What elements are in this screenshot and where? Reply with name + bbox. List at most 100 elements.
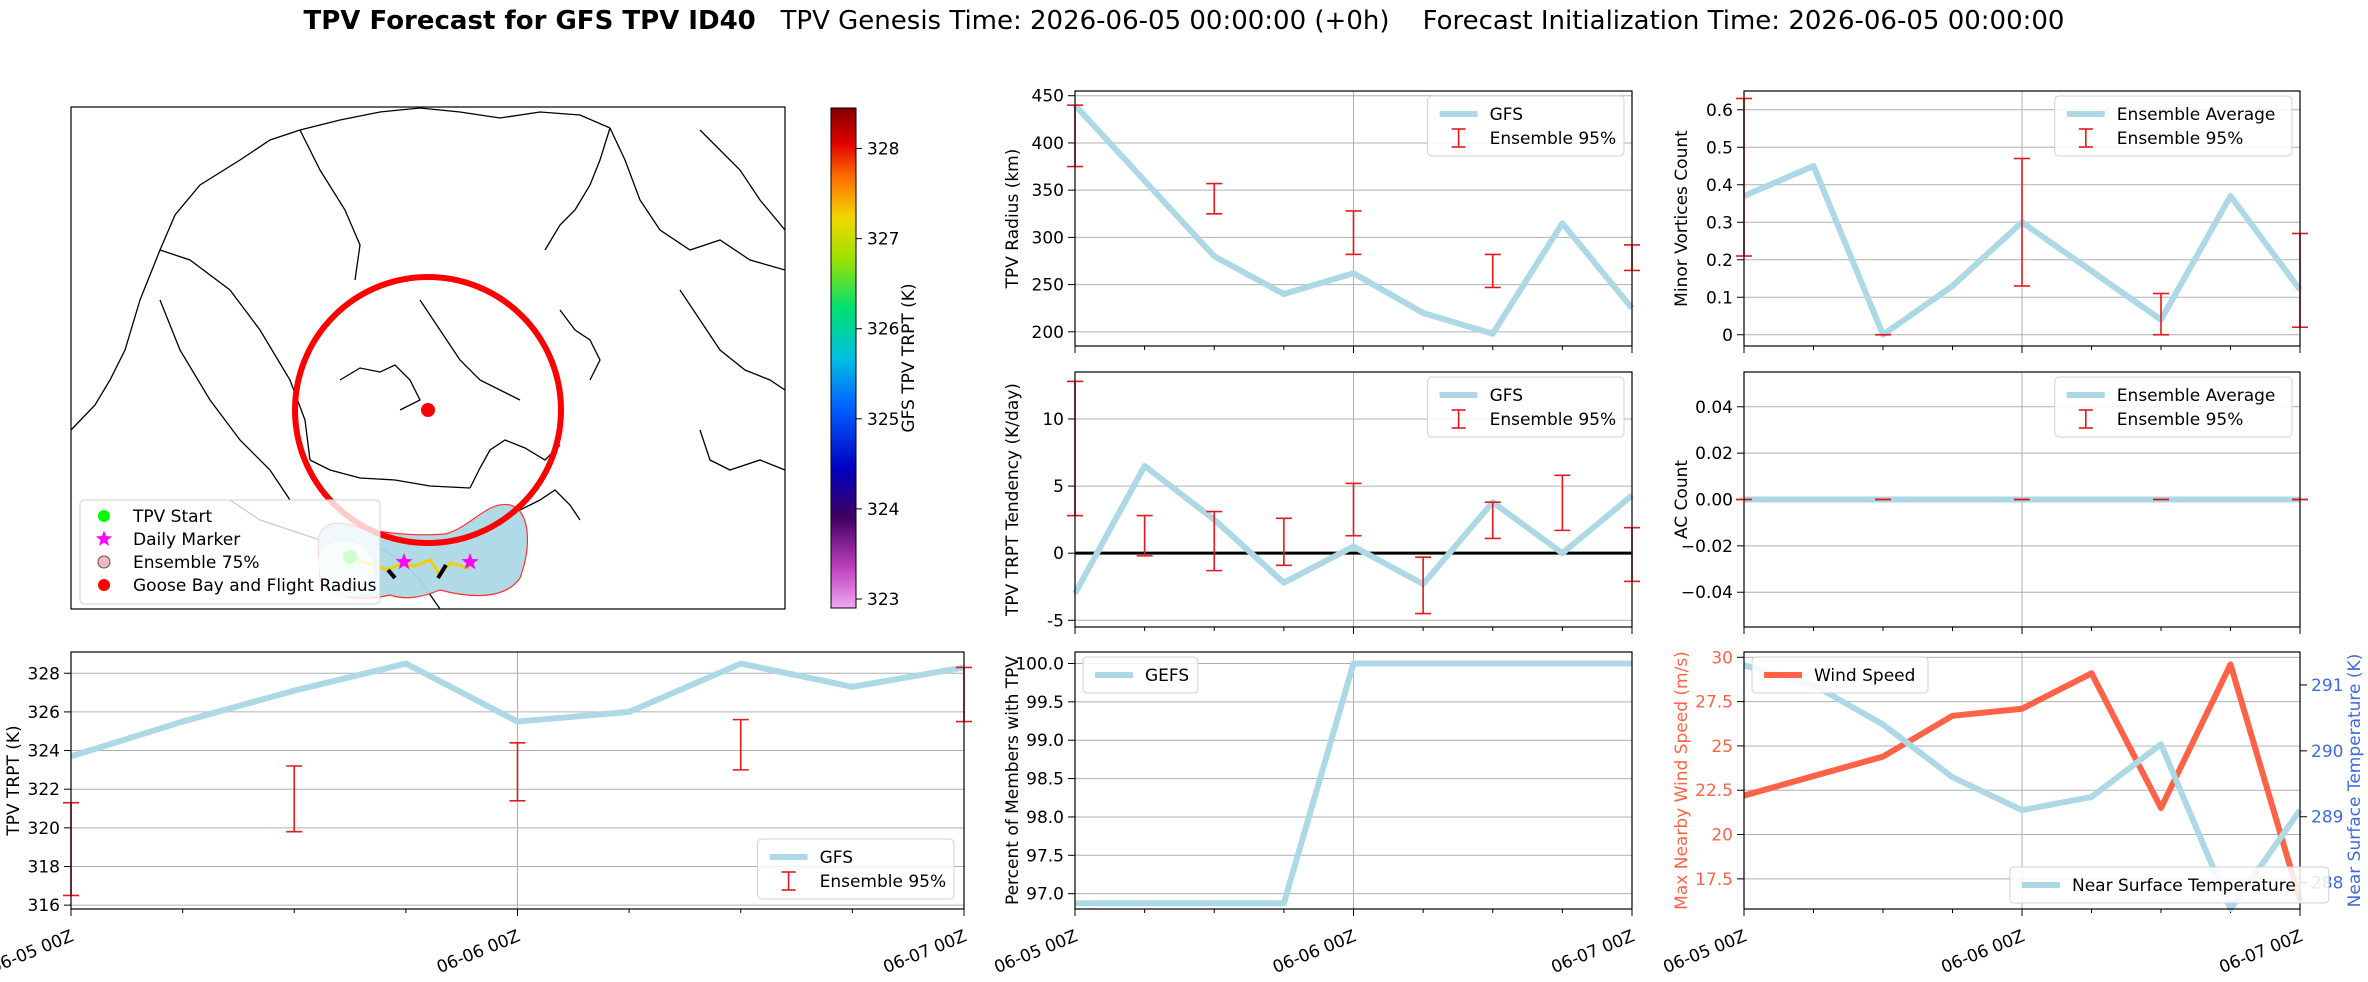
errorbar: [1554, 474, 1571, 532]
legend-label: GEFS: [1145, 666, 1189, 686]
legend-label: GFS: [1490, 386, 1523, 406]
y-tick-label: 97.5: [1026, 846, 1064, 866]
y-tick-label: 17.5: [1695, 870, 1733, 890]
title-init: Forecast Initialization Time: 2026-06-05…: [1422, 6, 2065, 36]
legend-label: Ensemble 95%: [1490, 129, 1617, 149]
legend: GFS Ensemble 95%: [1427, 95, 1625, 157]
axes-frame: [1743, 651, 2301, 910]
y-axis-label: AC Count: [1672, 460, 1692, 539]
panel-ac: −0.04 −0.02 0.00 0.02 0.04 AC Count Ensemble A…: [1672, 371, 2308, 634]
map-frame: [70, 106, 786, 610]
goose-bay-marker: [421, 403, 435, 417]
y-tick-label: 0.3: [1706, 213, 1733, 233]
y-tick-label: 316: [28, 896, 60, 916]
coastline-segment: [299, 129, 361, 281]
colorbar-tick-label: 324: [867, 500, 899, 520]
y-right-tick-label: 290: [2311, 742, 2343, 762]
y-tick-label: 10: [1042, 410, 1064, 430]
x-tick-label: 06-05 00Z: [991, 926, 1080, 978]
coastline-segment: [609, 127, 785, 271]
errorbar: [509, 742, 526, 802]
legend-box: [1751, 656, 1929, 694]
errorbar: [1206, 510, 1223, 572]
y-right-tick-label: 291: [2311, 676, 2343, 696]
y-tick-label: 0.2: [1706, 251, 1733, 271]
y-tick-label: 320: [28, 819, 60, 839]
legend-label: GFS: [820, 848, 853, 868]
legend-label: Ensemble 95%: [2117, 410, 2244, 430]
y-axis-label: TPV Radius (km): [1003, 149, 1023, 290]
daily-marker-star: [395, 553, 413, 570]
colorbar-gradient: [830, 107, 857, 609]
legend-box: [2054, 95, 2293, 157]
y-tick-label: −0.02: [1681, 537, 1733, 557]
colorbar-tick-label: 323: [867, 590, 899, 610]
coastline-segment: [419, 299, 521, 401]
y-tick-label: 328: [28, 664, 60, 684]
colorbar-tick-label: 326: [867, 320, 899, 340]
series-line-gfs: [70, 660, 965, 760]
legend-tpv-start-icon: [98, 510, 110, 522]
coastline-segment: [299, 107, 611, 131]
y-tick-label: 20: [1711, 826, 1733, 846]
legend-label: GFS: [1490, 105, 1523, 125]
y-tick-label: 322: [28, 780, 60, 800]
y-tick-label: 30: [1711, 648, 1733, 668]
errorbar: [286, 765, 303, 833]
legend-goose-bay-icon: [98, 579, 110, 591]
legend-label: Ensemble 95%: [1490, 410, 1617, 430]
axes-frame: [1074, 651, 1633, 910]
y-tick-label: 0.4: [1706, 176, 1733, 196]
legend: GFS Ensemble 95%: [757, 838, 955, 900]
legend-box: [2054, 376, 2293, 438]
x-tick-label: 06-05 00Z: [1660, 926, 1749, 978]
legend: GEFS: [1082, 656, 1199, 694]
tpv-track-segment: [386, 568, 397, 580]
legend-label: Wind Speed: [1814, 666, 1915, 686]
legend: Wind Speed: [1751, 656, 1929, 694]
legend-label: Ensemble Average: [2117, 386, 2276, 406]
panel-wind_temp: 17.5 20 22.5 25 27.5 30 Max Nearby Wind Speed …: [1660, 648, 2365, 978]
axes-frame: [1743, 371, 2301, 628]
errorbar: [1136, 514, 1153, 557]
coastline-segment: [699, 429, 785, 471]
y-right-axis-label: Near Surface Temperature (K): [2345, 654, 2365, 908]
errorbar: [1484, 253, 1501, 289]
series-line-gfs: [1072, 103, 1635, 337]
tpv-track: [349, 555, 471, 578]
axes-frame: [1074, 371, 1633, 628]
y-tick-label: 400: [1032, 134, 1064, 154]
coastline-segment: [159, 299, 291, 501]
colorbar-tick-label: 325: [867, 410, 899, 430]
coastline-segment: [309, 459, 471, 489]
x-tick-label: 06-05 00Z: [0, 926, 77, 978]
errorbar: [1275, 517, 1292, 567]
y-tick-label: -5: [1047, 611, 1064, 631]
x-tick-label: 06-06 00Z: [1938, 926, 2027, 978]
x-tick-label: 06-06 00Z: [434, 926, 523, 978]
daily-marker-star: [461, 553, 479, 570]
y-tick-label: 0.00: [1695, 491, 1733, 511]
colorbar-label: GFS TPV TRPT (K): [899, 283, 919, 432]
y-tick-label: 22.5: [1695, 781, 1733, 801]
legend-label: Ensemble 95%: [820, 872, 947, 892]
series-line-gfs: [1072, 462, 1634, 595]
y-tick-label: 350: [1032, 181, 1064, 201]
y-tick-label: 0: [1722, 326, 1733, 346]
y-axis-label: TPV TRPT (K): [4, 725, 24, 836]
legend: Ensemble Average Ensemble 95%: [2054, 95, 2293, 157]
errorbar: [2153, 292, 2169, 336]
panel-minor: 0 0.1 0.2 0.3 0.4 0.5 0.6 Minor Vortices Count E…: [1672, 90, 2308, 353]
y-tick-label: 99.5: [1026, 693, 1064, 713]
y-tick-label: 200: [1032, 323, 1064, 343]
y-tick-label: 98.0: [1026, 808, 1064, 828]
errorbar: [1415, 556, 1432, 615]
y-right-tick-label: 289: [2311, 808, 2343, 828]
series-line-gefs: [1075, 660, 1632, 907]
figure-title: TPV Forecast for GFS TPV ID40 TPV Genesi…: [0, 6, 2368, 36]
legend-label: Ensemble 95%: [2117, 129, 2244, 149]
y-tick-label: 0.1: [1706, 288, 1733, 308]
map-legend-label: Daily Marker: [133, 530, 240, 550]
y-tick-label: 99.0: [1026, 731, 1064, 751]
